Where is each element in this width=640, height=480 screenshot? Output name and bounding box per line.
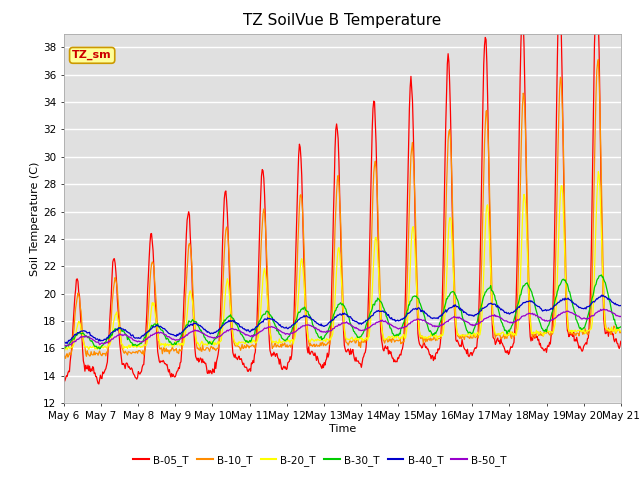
Legend: B-05_T, B-10_T, B-20_T, B-30_T, B-40_T, B-50_T: B-05_T, B-10_T, B-20_T, B-30_T, B-40_T, … (129, 451, 511, 470)
Text: TZ_sm: TZ_sm (72, 50, 112, 60)
Title: TZ SoilVue B Temperature: TZ SoilVue B Temperature (243, 13, 442, 28)
Y-axis label: Soil Temperature (C): Soil Temperature (C) (30, 161, 40, 276)
X-axis label: Time: Time (329, 424, 356, 433)
